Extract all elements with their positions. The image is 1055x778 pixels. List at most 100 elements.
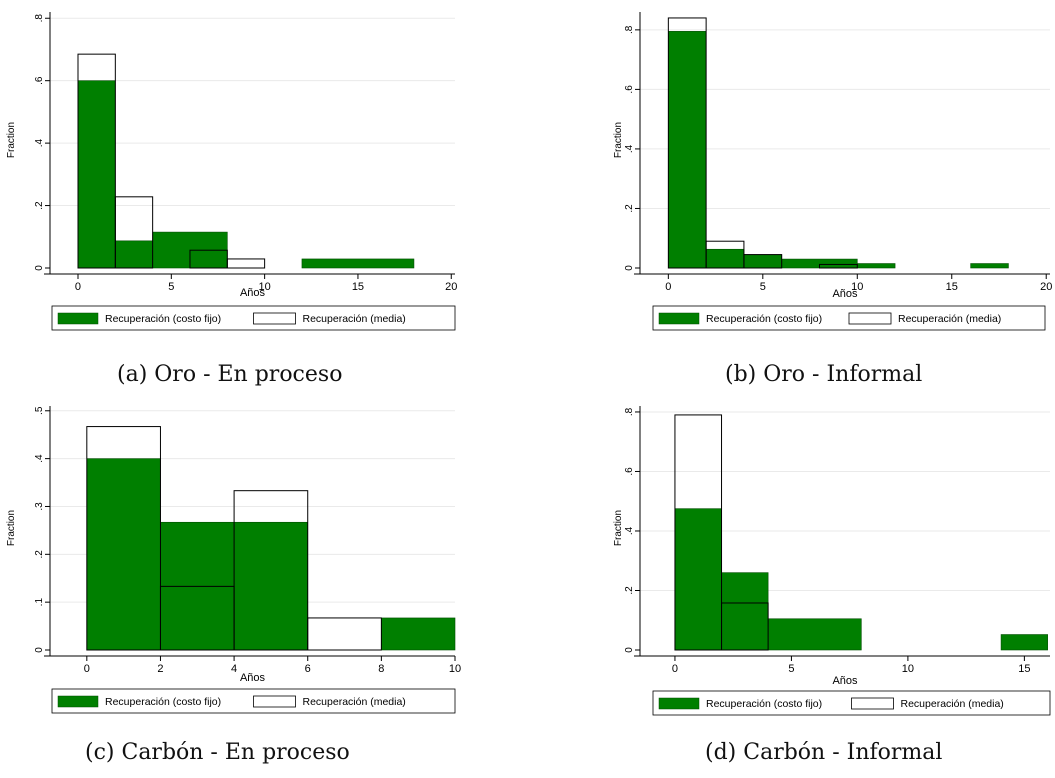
y-tick-label: .4 — [34, 139, 45, 148]
histogram-oro-en-proceso: 0 .2 .4 .6 .8 0 5 10 15 20 Años Fraction Recuperació… — [6, 12, 457, 331]
bar-media — [667, 17, 707, 269]
y-tick-label: .4 — [624, 144, 635, 153]
histogram-carbon-en-proceso: 0 .1 .2 .3 .4 .5 0 2 4 6 8 10 Años Fraction Recuperaci… — [6, 406, 461, 714]
y-tick-label: 0 — [34, 647, 45, 653]
y-tick-label: .2 — [624, 204, 635, 213]
legend-key-costo-fijo — [57, 312, 99, 325]
y-axis-title: Fraction — [6, 510, 17, 546]
x-tick-label: 2 — [157, 663, 163, 675]
legend-label-media: Recuperación (media) — [901, 698, 1004, 710]
x-tick-label: 10 — [449, 663, 461, 675]
legend-label-costo-fijo: Recuperación (costo fijo) — [105, 696, 221, 708]
y-tick-label: 0 — [34, 265, 45, 271]
y-tick-label: .3 — [34, 502, 45, 511]
legend-key-costo-fijo — [57, 695, 99, 708]
legend-label-media: Recuperación (media) — [898, 313, 1001, 325]
bar-media — [77, 53, 116, 269]
y-tick-label: .6 — [624, 467, 635, 476]
y-tick-label: .1 — [34, 598, 45, 607]
bar-costo-fijo — [721, 572, 769, 651]
histogram-oro-informal: 0 .2 .4 .6 .8 0 5 10 15 20 Años Fraction Recuperació… — [613, 12, 1052, 331]
bar-media — [226, 258, 266, 269]
bar-costo-fijo — [856, 263, 896, 269]
bar-costo-fijo — [970, 263, 1009, 269]
legend-label-costo-fijo: Recuperación (costo fijo) — [105, 313, 221, 325]
bar-media — [86, 426, 161, 651]
caption-oro-informal: (b) Oro - Informal — [725, 362, 923, 387]
legend-key-media — [253, 695, 296, 708]
x-tick-label: 6 — [305, 663, 311, 675]
y-tick-label: .2 — [34, 550, 45, 559]
y-tick-label: .6 — [34, 76, 45, 85]
legend-key-costo-fijo — [658, 697, 700, 710]
x-tick-label: 0 — [665, 281, 671, 293]
x-tick-label: 20 — [1040, 281, 1052, 293]
x-tick-label: 20 — [445, 281, 457, 293]
x-tick-label: 0 — [75, 281, 81, 293]
x-tick-label: 15 — [1018, 663, 1030, 675]
x-tick-label: 10 — [902, 663, 914, 675]
x-axis-title: Años — [832, 675, 858, 687]
x-tick-label: 15 — [352, 281, 364, 293]
bar-media — [818, 263, 858, 269]
chart-panel-oro-informal: 0 .2 .4 .6 .8 0 5 10 15 20 Años Fraction Recuperació… — [595, 0, 1055, 387]
y-axis-title: Fraction — [613, 122, 624, 158]
chart-panel-carbon-en-proceso: 0 .1 .2 .3 .4 .5 0 2 4 6 8 10 Años Fraction Recuperaci… — [0, 398, 470, 765]
legend-label-media: Recuperación (media) — [303, 313, 406, 325]
x-tick-label: 0 — [672, 663, 678, 675]
y-axis-title: Fraction — [6, 122, 17, 158]
legend-label-media: Recuperación (media) — [303, 696, 406, 708]
y-tick-label: .2 — [34, 201, 45, 210]
bar-costo-fijo — [767, 618, 862, 651]
bar-costo-fijo — [668, 31, 707, 269]
caption-carbon-informal: (d) Carbón - Informal — [705, 740, 943, 765]
x-tick-label: 8 — [378, 663, 384, 675]
legend-key-costo-fijo — [658, 312, 700, 325]
bar-costo-fijo — [77, 80, 116, 269]
x-tick-label: 5 — [788, 663, 794, 675]
y-tick-label: .8 — [624, 25, 635, 34]
bar-media — [721, 602, 769, 651]
bar-costo-fijo — [381, 617, 456, 651]
caption-carbon-en-proceso: (c) Carbón - En proceso — [85, 740, 350, 765]
y-tick-label: 0 — [624, 265, 635, 271]
x-axis-title: Años — [240, 287, 266, 299]
bar-costo-fijo — [674, 508, 722, 651]
y-tick-label: 0 — [624, 647, 635, 653]
y-tick-label: .2 — [624, 586, 635, 595]
y-tick-label: .4 — [34, 454, 45, 463]
x-tick-label: 15 — [946, 281, 958, 293]
y-tick-label: .8 — [624, 407, 635, 416]
legend-label-costo-fijo: Recuperación (costo fijo) — [706, 313, 822, 325]
histogram-carbon-informal: 0 .2 .4 .6 .8 0 5 10 15 Años Fraction Recuperación … — [613, 406, 1051, 716]
bar-costo-fijo — [705, 248, 745, 269]
x-tick-label: 10 — [259, 281, 271, 293]
y-tick-label: .5 — [34, 406, 45, 415]
bar-costo-fijo — [86, 458, 161, 651]
legend-key-media — [851, 697, 894, 710]
caption-oro-en-proceso: (a) Oro - En proceso — [117, 362, 343, 387]
bar-media — [674, 414, 723, 651]
chart-panel-oro-en-proceso: 0 .2 .4 .6 .8 0 5 10 15 20 Años Fraction Recuperació… — [0, 0, 470, 387]
bar-costo-fijo — [301, 258, 415, 269]
y-tick-label: .4 — [624, 526, 635, 535]
legend-label-costo-fijo: Recuperación (costo fijo) — [706, 698, 822, 710]
y-tick-label: .8 — [34, 14, 45, 23]
x-tick-label: 5 — [760, 281, 766, 293]
bar-media — [233, 490, 309, 651]
x-tick-label: 0 — [84, 663, 90, 675]
bar-costo-fijo — [743, 254, 783, 269]
x-axis-title: Años — [832, 288, 858, 300]
x-axis-title: Años — [240, 672, 266, 684]
y-tick-label: .6 — [624, 85, 635, 94]
bar-media — [307, 617, 382, 651]
x-tick-label: 10 — [851, 281, 863, 293]
bar-media — [114, 196, 154, 269]
chart-panel-carbon-informal: 0 .2 .4 .6 .8 0 5 10 15 Años Fraction Recuperación … — [595, 398, 1055, 765]
bar-media — [743, 254, 783, 269]
x-tick-label: 5 — [168, 281, 174, 293]
legend-key-media — [253, 312, 296, 325]
x-tick-label: 4 — [231, 663, 237, 675]
bar-costo-fijo — [1000, 634, 1048, 651]
legend-key-media — [848, 312, 892, 325]
